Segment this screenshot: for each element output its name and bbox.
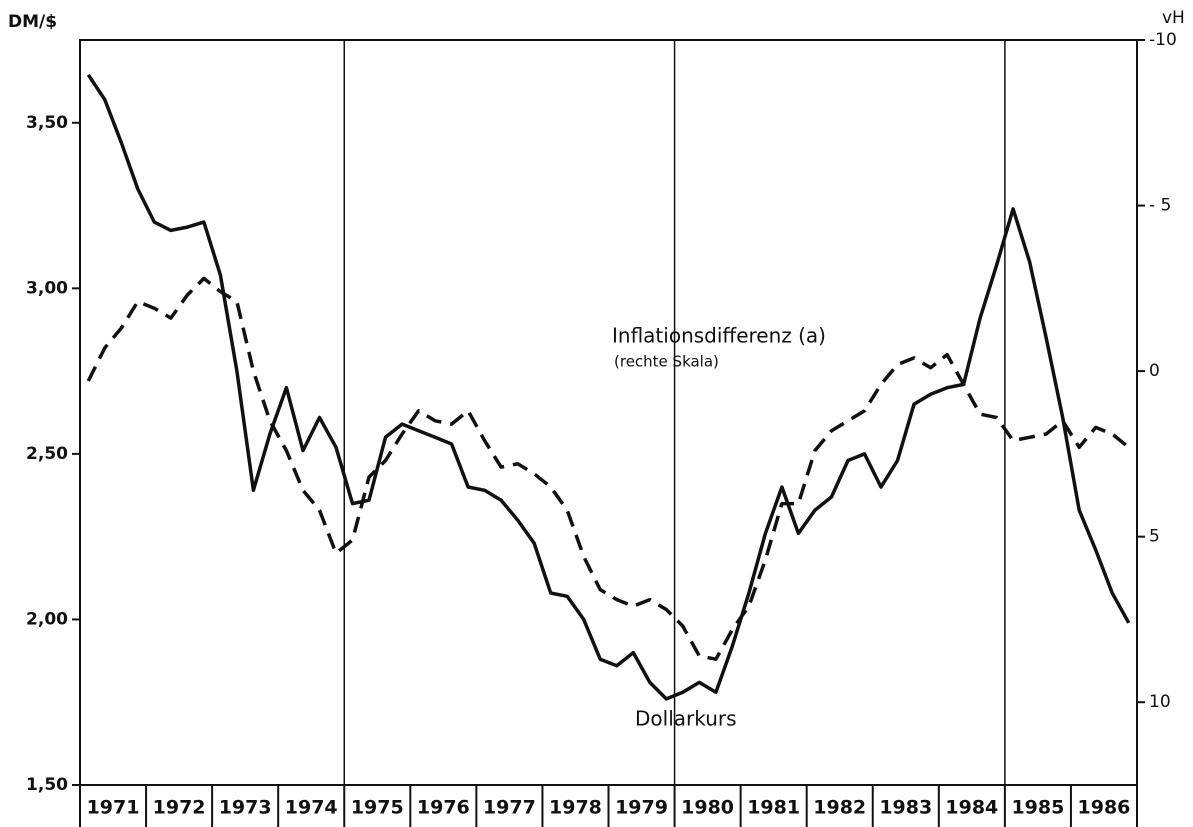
y-tick-label: 3,50 <box>26 113 68 133</box>
annotation: Dollarkurs <box>635 707 737 731</box>
x-tick-label: 1978 <box>549 797 602 819</box>
x-tick-label: 1979 <box>615 797 668 819</box>
y-tick-label: 2,50 <box>26 444 68 464</box>
y2-tick-label: 5 <box>1149 527 1160 547</box>
y2-axis-label: vH <box>1162 8 1185 28</box>
x-tick-label: 1985 <box>1011 797 1064 819</box>
y2-tick-label: - 5 <box>1149 196 1171 216</box>
y-tick-label: 2,00 <box>26 609 68 629</box>
x-tick-label: 1984 <box>945 797 998 819</box>
x-tick-label: 1980 <box>681 797 734 819</box>
annotation: (rechte Skala) <box>614 353 719 371</box>
annotation: Inflationsdifferenz (a) <box>612 324 826 348</box>
y-tick-label: 3,00 <box>26 278 68 298</box>
x-tick-label: 1971 <box>87 797 140 819</box>
x-tick-label: 1983 <box>879 797 932 819</box>
y-axis-label: DM/$ <box>8 12 57 32</box>
y2-tick-label: 10 <box>1149 692 1171 712</box>
data-line <box>86 73 1131 701</box>
plot-frame <box>79 39 1138 786</box>
x-tick-label: 1974 <box>285 797 338 819</box>
x-tick-label: 1977 <box>483 797 536 819</box>
x-tick-label: 1976 <box>417 797 470 819</box>
y2-tick-label: 0 <box>1149 361 1160 381</box>
y2-tick-label: -10 <box>1149 30 1177 50</box>
x-tick-label: 1973 <box>219 797 272 819</box>
data-line <box>86 276 1130 661</box>
x-tick-label: 1981 <box>747 797 800 819</box>
y-tick-label: 1,50 <box>26 775 68 795</box>
x-tick-label: 1982 <box>813 797 866 819</box>
x-tick-label: 1986 <box>1078 797 1131 819</box>
x-tick-label: 1975 <box>351 797 404 819</box>
x-tick-label: 1972 <box>153 797 206 819</box>
